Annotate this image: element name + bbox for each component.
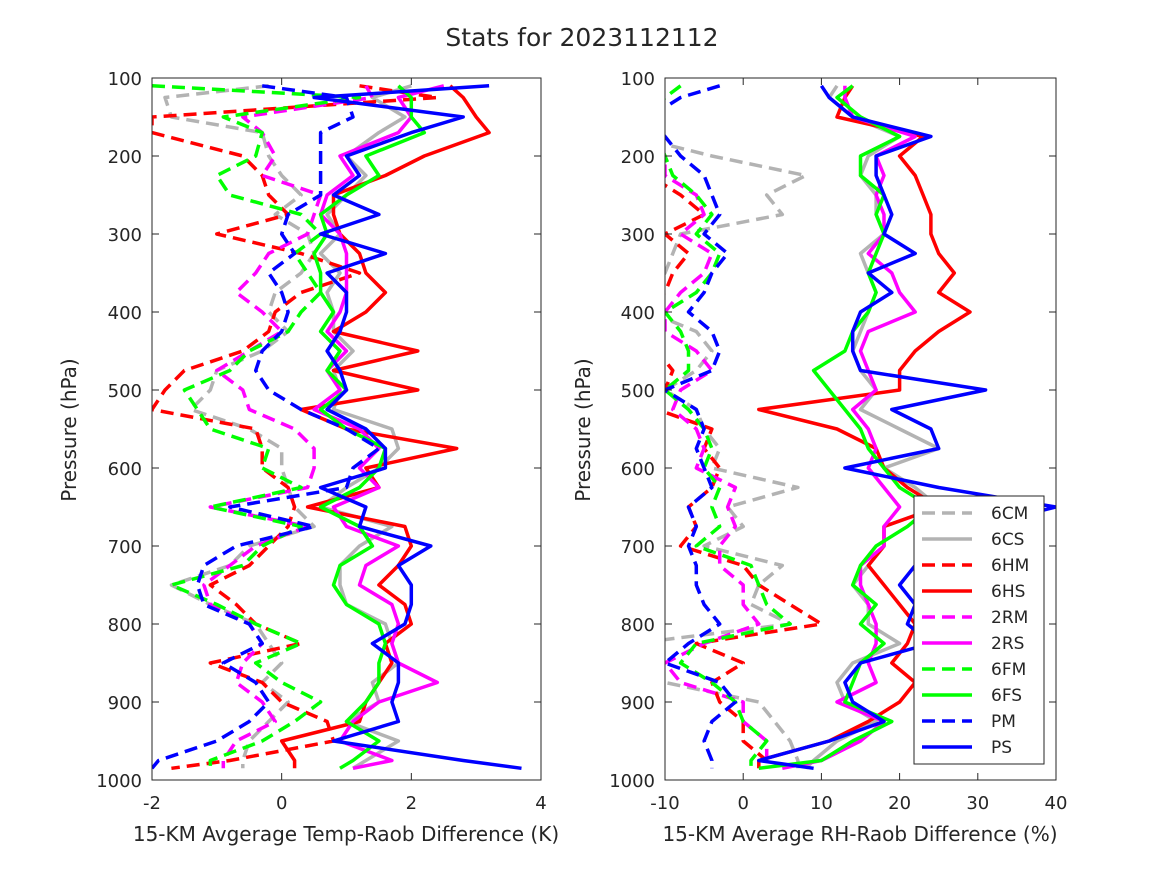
temp-ticks: -2 0 2 4 100 200 300 400 500 600 700 800 900 1000 <box>96 69 547 814</box>
temp-ytick-label: 400 <box>108 303 142 324</box>
temp-ytick-label: 500 <box>108 381 142 402</box>
rh-xtick-label: 0 <box>737 793 748 814</box>
rh-ytick-label: 300 <box>621 225 655 246</box>
legend-label-6HM: 6HM <box>991 556 1029 576</box>
rh-series-6HS <box>757 84 972 769</box>
legend-label-2RS: 2RS <box>991 634 1024 654</box>
rh-ytick-label: 200 <box>621 147 655 168</box>
rh-x-axis-label: 15-KM Average RH-Raob Difference (%) <box>662 822 1057 846</box>
rh-series-2RS <box>781 85 917 771</box>
temp-xtick-label: 2 <box>406 793 417 814</box>
temp-ytick-label: 700 <box>108 537 142 558</box>
temp-series-6HM <box>152 84 440 771</box>
legend-label-PS: PS <box>991 738 1012 758</box>
temp-series-PS <box>312 84 522 771</box>
rh-ytick-label: 800 <box>621 615 655 636</box>
legend: 6CM 6CS 6HM 6HS 2RM 2RS 6FM 6FS PM PS <box>913 495 1045 765</box>
rh-xtick-label: 30 <box>966 793 989 814</box>
rh-series-PS <box>757 84 1056 771</box>
temp-ytick-label: 300 <box>108 225 142 246</box>
rh-ytick-label: 900 <box>621 693 655 714</box>
legend-label-6FS: 6FS <box>991 686 1022 706</box>
legend-box <box>913 495 1045 765</box>
temp-ytick-label: 200 <box>108 147 142 168</box>
temp-ytick-label: 1000 <box>96 771 142 792</box>
rh-series-6HM <box>665 153 824 769</box>
legend-label-PM: PM <box>991 712 1016 732</box>
legend-label-6FM: 6FM <box>991 660 1026 680</box>
rh-xtick-label: 20 <box>888 793 911 814</box>
temp-ytick-label: 100 <box>108 69 142 90</box>
rh-axes-box <box>664 77 1057 781</box>
rh-ytick-label: 100 <box>621 69 655 90</box>
temp-xtick-label: -2 <box>143 793 161 814</box>
legend-label-6CS: 6CS <box>991 530 1024 550</box>
rh-ticks: -10 0 10 20 30 40 100 200 300 400 500 600 700 800 900 1… <box>609 69 1067 814</box>
rh-ytick-label: 400 <box>621 303 655 324</box>
figure-title: Stats for 2023112112 <box>445 23 718 52</box>
rh-ytick-label: 500 <box>621 381 655 402</box>
rh-xtick-label: 40 <box>1045 793 1068 814</box>
legend-label-2RM: 2RM <box>991 608 1028 628</box>
rh-series-PM <box>665 84 738 769</box>
temp-ytick-label: 600 <box>108 459 142 480</box>
temp-x-axis-label: 15-KM Avgerage Temp-Raob Difference (K) <box>133 822 559 846</box>
legend-label-6HS: 6HS <box>991 582 1025 602</box>
temp-xtick-label: 4 <box>535 793 546 814</box>
rh-series-2RM <box>665 153 769 769</box>
legend-label-6CM: 6CM <box>991 504 1028 524</box>
temp-y-axis-label: Pressure (hPa) <box>57 358 81 501</box>
rh-ytick-label: 1000 <box>609 771 655 792</box>
rh-ytick-label: 600 <box>621 459 655 480</box>
rh-xtick-label: 10 <box>810 793 833 814</box>
rh-chart: -10 0 10 20 30 40 100 200 300 400 500 600 700 800 900 1… <box>571 69 1067 846</box>
rh-y-axis-label: Pressure (hPa) <box>571 358 595 501</box>
temp-ytick-label: 800 <box>108 615 142 636</box>
rh-xtick-label: -10 <box>650 793 679 814</box>
temp-series-6FM <box>152 84 362 769</box>
rh-series-layer <box>665 84 1056 771</box>
rh-ytick-label: 700 <box>621 537 655 558</box>
temp-ytick-label: 900 <box>108 693 142 714</box>
temp-chart: -2 0 2 4 100 200 300 400 500 600 700 800 900 1000 15-… <box>57 69 559 846</box>
temp-xtick-label: 0 <box>276 793 287 814</box>
temp-series-PM <box>152 84 381 770</box>
rh-series-6FS <box>758 84 933 771</box>
temp-series-layer <box>152 84 522 771</box>
temp-series-6CM <box>163 84 316 769</box>
temp-axes-box <box>151 77 542 781</box>
